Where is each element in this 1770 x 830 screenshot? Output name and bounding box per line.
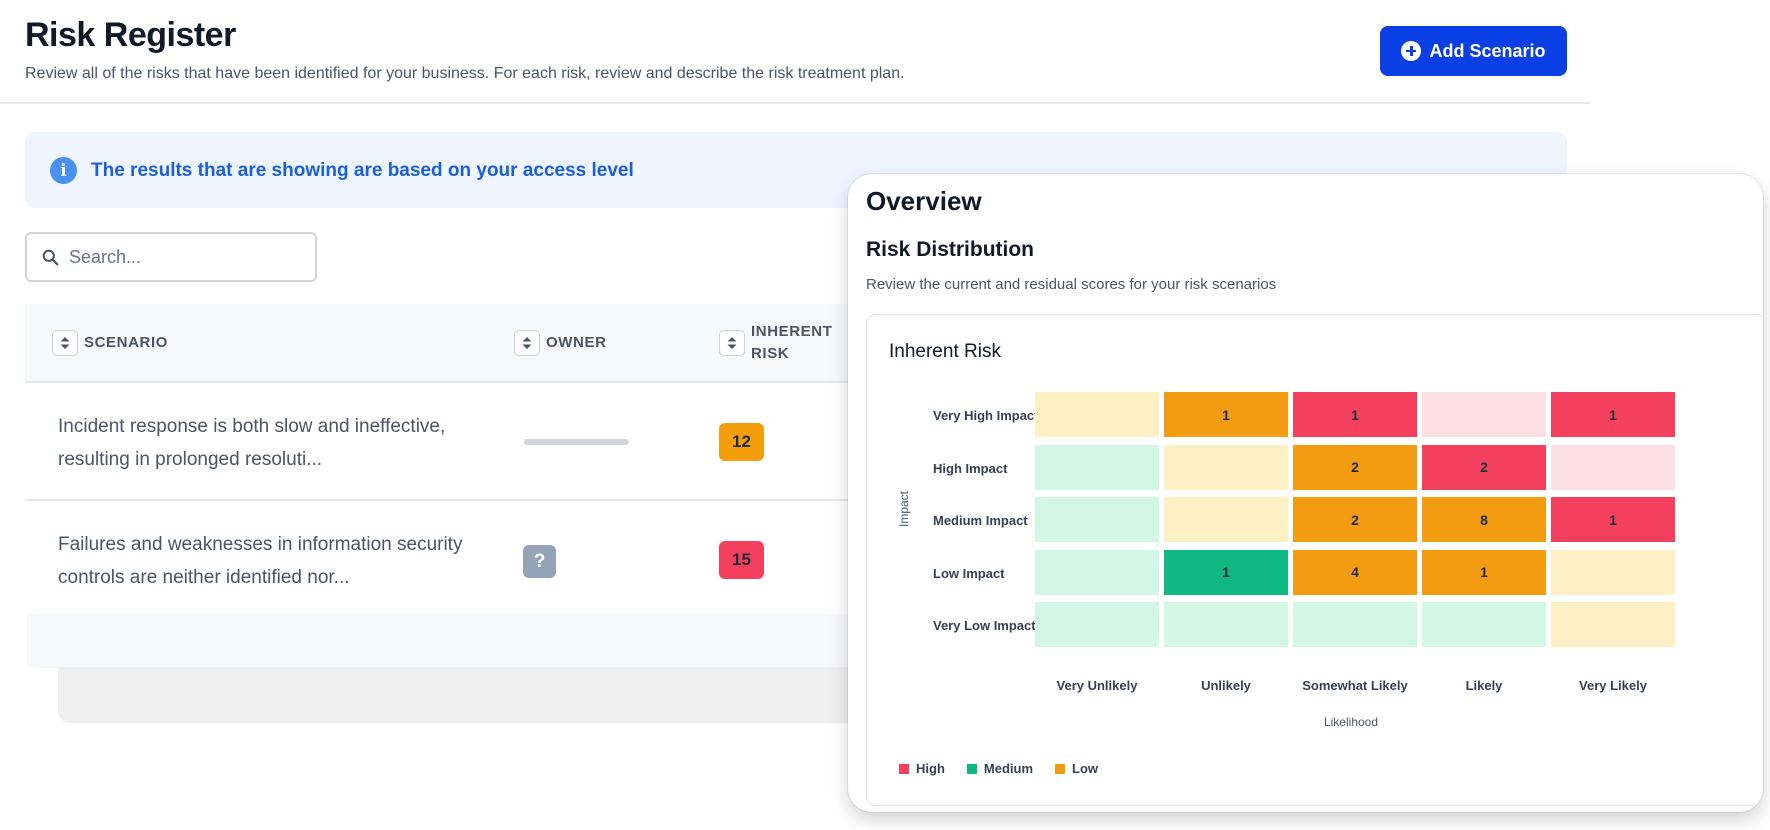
heatmap-cell[interactable]: 1: [1293, 392, 1417, 437]
heatmap-cell[interactable]: 1: [1551, 497, 1675, 542]
heatmap-cell[interactable]: [1164, 444, 1288, 490]
heatmap-cell[interactable]: [1422, 602, 1546, 647]
search-box: [25, 232, 317, 282]
column-header-inherent-risk[interactable]: INHERENT RISK: [719, 321, 832, 365]
search-icon: [42, 249, 59, 266]
scenario-text: Incident response is both slow and ineff…: [58, 416, 446, 470]
heatmap-cell[interactable]: [1035, 497, 1159, 542]
heatmap-cell[interactable]: [1035, 444, 1159, 490]
column-label: INHERENT RISK: [751, 321, 832, 365]
page-header: Risk Register Review all of the risks th…: [0, 0, 1590, 104]
page-subtitle: Review all of the risks that have been i…: [25, 65, 905, 82]
overview-title: Overview: [866, 186, 982, 216]
column-label-line: RISK: [751, 345, 790, 362]
risk-score-badge: 15: [719, 541, 764, 579]
heatmap-cell[interactable]: [1551, 602, 1675, 647]
chart-legend: High Medium Low: [899, 761, 1098, 776]
heatmap-cell[interactable]: 1: [1164, 392, 1288, 437]
heatmap-cell[interactable]: [1035, 392, 1159, 437]
column-header-owner[interactable]: OWNER: [514, 330, 607, 356]
owner-placeholder: [524, 439, 629, 445]
column-header-scenario[interactable]: SCENARIO: [52, 330, 168, 356]
column-label-line: INHERENT: [751, 323, 833, 340]
x-tick-label: Unlikely: [1201, 678, 1251, 693]
add-scenario-button[interactable]: Add Scenario: [1380, 26, 1567, 76]
banner-text: The results that are showing are based o…: [91, 160, 634, 181]
legend-swatch: [1055, 763, 1066, 774]
legend-label: High: [916, 761, 945, 776]
legend-item: Medium: [966, 761, 1034, 776]
risk-score-badge: 12: [719, 423, 764, 461]
plus-circle-icon: [1401, 41, 1422, 61]
heatmap-cell[interactable]: [1293, 602, 1417, 647]
heatmap-cell[interactable]: [1164, 602, 1288, 647]
inherent-risk-card: Inherent Risk Impact Likelihood High Medi…: [866, 314, 1763, 806]
chart-title: Inherent Risk: [889, 341, 1001, 362]
legend-label: Medium: [983, 761, 1034, 776]
column-label: OWNER: [546, 334, 607, 351]
page-title: Risk Register: [25, 16, 236, 54]
heatmap-cell[interactable]: [1035, 549, 1159, 595]
heatmap-cell[interactable]: 1: [1164, 549, 1288, 595]
heatmap-cell[interactable]: 4: [1293, 549, 1417, 595]
unknown-owner-icon: ?: [523, 545, 556, 578]
overview-panel: Overview Risk Distribution Review the cu…: [848, 174, 1763, 812]
y-tick-label: Very High Impact: [933, 408, 1039, 423]
heatmap-cell[interactable]: [1551, 549, 1675, 595]
y-tick-label: Medium Impact: [933, 513, 1028, 528]
sort-icon[interactable]: [52, 330, 78, 356]
legend-item: High: [899, 761, 945, 776]
heatmap-cell[interactable]: 1: [1422, 549, 1546, 595]
legend-label: Low: [1072, 761, 1099, 776]
heatmap-cell[interactable]: [1035, 602, 1159, 647]
y-axis-label: Impact: [897, 490, 911, 527]
legend-swatch: [966, 763, 977, 774]
heatmap-cell[interactable]: 2: [1422, 444, 1546, 490]
sort-icon[interactable]: [719, 330, 745, 356]
x-axis-label: Likelihood: [1323, 715, 1379, 729]
risk-distribution-title: Risk Distribution: [866, 238, 1035, 261]
legend-item: Low: [1055, 761, 1098, 776]
column-label: SCENARIO: [84, 334, 168, 351]
y-tick-label: Very Low Impact: [933, 618, 1036, 633]
heatmap-cell[interactable]: [1164, 497, 1288, 542]
risk-distribution-subtitle: Review the current and residual scores f…: [866, 276, 1277, 293]
x-tick-label: Very Likely: [1579, 678, 1647, 693]
heatmap-cell[interactable]: 1: [1551, 392, 1675, 437]
x-tick-label: Likely: [1465, 678, 1503, 693]
search-input[interactable]: [69, 242, 304, 272]
heatmap-cell[interactable]: [1422, 392, 1546, 437]
x-tick-label: Very Unlikely: [1056, 678, 1138, 693]
legend-swatch: [899, 763, 909, 774]
y-tick-label: Low Impact: [933, 565, 1005, 581]
y-tick-label: High Impact: [933, 460, 1008, 476]
heatmap-cell[interactable]: [1551, 444, 1675, 490]
heatmap-cell[interactable]: 2: [1293, 444, 1417, 490]
add-scenario-label: Add Scenario: [1429, 40, 1546, 61]
scenario-text: Failures and weaknesses in information s…: [58, 534, 463, 588]
sort-icon[interactable]: [514, 330, 540, 356]
x-tick-label: Somewhat Likely: [1302, 678, 1408, 693]
info-icon: i: [50, 157, 77, 184]
heatmap-cell[interactable]: 2: [1293, 497, 1417, 542]
heatmap-cell[interactable]: 8: [1422, 497, 1546, 542]
